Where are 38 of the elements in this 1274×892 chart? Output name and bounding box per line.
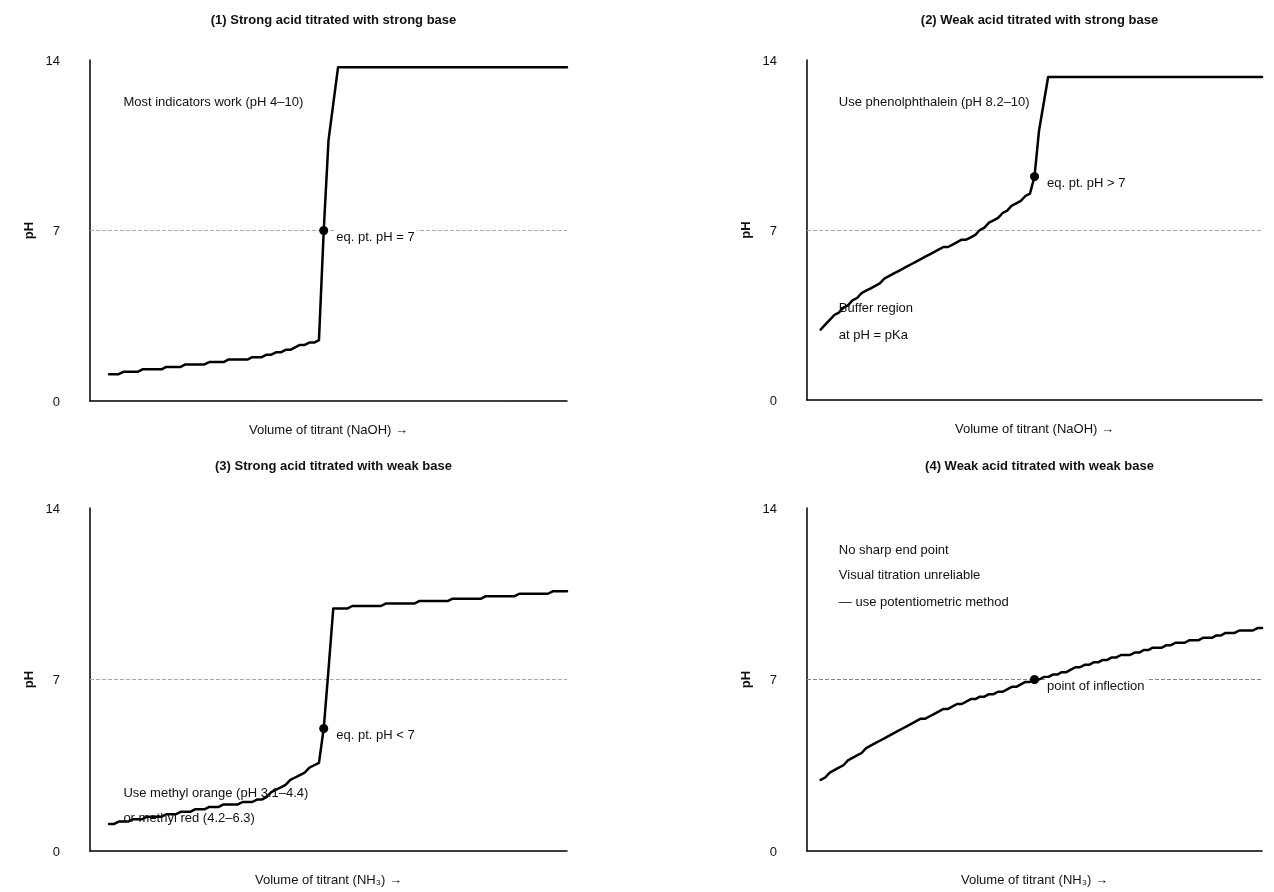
y-tick-label: 7 bbox=[52, 223, 60, 238]
annotation: Most indicators work (pH 4–10) bbox=[123, 93, 304, 109]
y-tick-label: 14 bbox=[45, 52, 60, 68]
y-tick-label: 14 bbox=[762, 500, 777, 516]
y-tick-label: 7 bbox=[52, 672, 60, 687]
y-axis-title: pH bbox=[20, 670, 36, 689]
annotation: No sharp end point bbox=[838, 542, 950, 558]
y-tick-label: 7 bbox=[769, 222, 777, 238]
x-axis-title: Volume of titrant (NH₃) → bbox=[255, 872, 402, 887]
line-series bbox=[819, 75, 1264, 331]
data-label: eq. pt. pH > 7 bbox=[1047, 175, 1126, 191]
x-axis-title: Volume of titrant (NH₃) → bbox=[961, 872, 1108, 887]
line-series bbox=[107, 590, 569, 826]
y-axis-title: pH bbox=[20, 221, 36, 240]
annotation: at pH = pKa bbox=[838, 326, 909, 342]
data-label: eq. pt. pH < 7 bbox=[336, 727, 415, 742]
annotation: — use potentiometric method bbox=[838, 593, 1009, 609]
chart-title: (1) Strong acid titrated with strong base bbox=[210, 12, 457, 27]
y-tick-label: 14 bbox=[762, 52, 777, 68]
x-axis-title: Volume of titrant (NaOH) → bbox=[955, 421, 1114, 436]
y-tick-label: 0 bbox=[52, 393, 60, 409]
annotation: Use phenolphthalein (pH 8.2–10) bbox=[838, 93, 1030, 109]
line-series bbox=[107, 66, 569, 376]
data-label: point of inflection bbox=[1047, 678, 1145, 693]
chart-title: (2) Weak acid titrated with strong base bbox=[920, 12, 1159, 27]
annotation: Visual titration unreliable bbox=[838, 566, 981, 582]
y-tick-label: 7 bbox=[769, 672, 777, 687]
y-axis-title: pH bbox=[737, 670, 753, 689]
x-axis-title: Volume of titrant (NaOH) → bbox=[249, 422, 408, 437]
y-tick-label: 0 bbox=[52, 843, 60, 859]
chart-title: (3) Strong acid titrated with weak base bbox=[215, 458, 452, 473]
chart-title: (4) Weak acid titrated with weak base bbox=[925, 458, 1154, 473]
line-series bbox=[819, 626, 1264, 782]
y-tick-label: 14 bbox=[45, 500, 60, 516]
y-tick-label: 0 bbox=[769, 392, 777, 408]
data-label: eq. pt. pH = 7 bbox=[336, 229, 415, 244]
y-tick-label: 0 bbox=[769, 843, 777, 859]
y-axis-title: pH bbox=[737, 221, 753, 239]
